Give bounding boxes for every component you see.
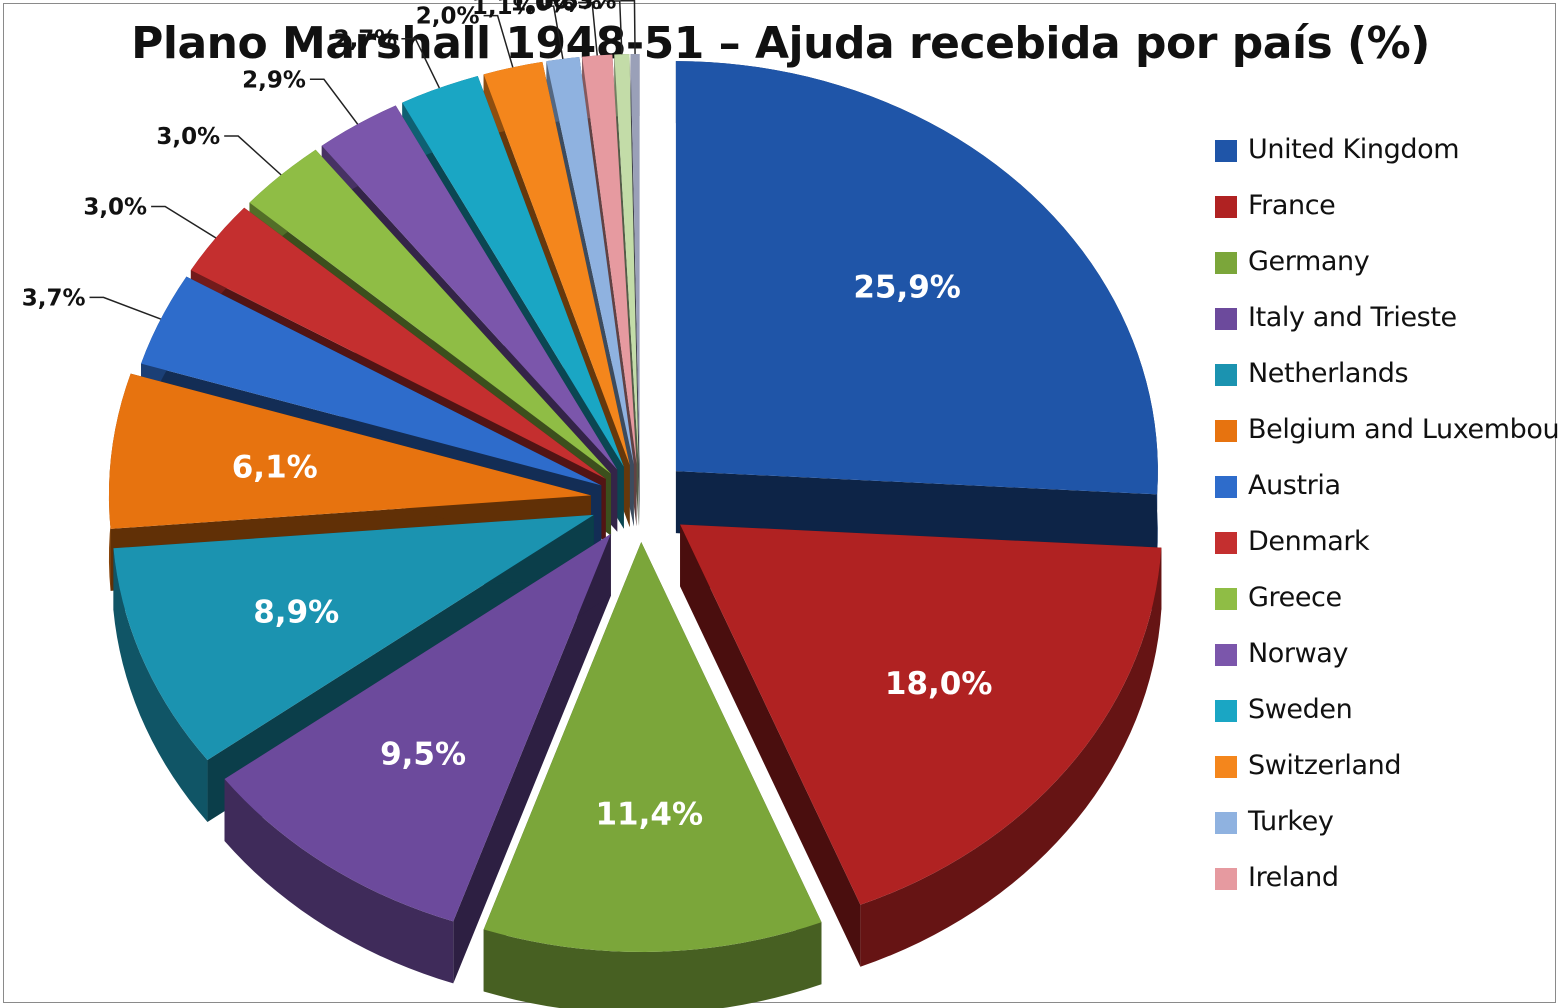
legend-swatch-france bbox=[1215, 196, 1237, 218]
legend-label-austria: Austria bbox=[1248, 470, 1341, 501]
pie-slice-top-germany bbox=[483, 541, 822, 952]
data-label-greece: 3,0% bbox=[156, 124, 220, 150]
data-label-france: 18,0% bbox=[885, 666, 993, 702]
data-label-italy-and-trieste: 9,5% bbox=[380, 736, 466, 772]
pie-slice-top-denmark bbox=[190, 207, 606, 479]
legend-swatch-turkey bbox=[1215, 812, 1237, 834]
pie-slice-italy-and-trieste bbox=[224, 533, 611, 984]
leader-line-ireland bbox=[578, 1, 598, 56]
data-label-ireland: 1,0% bbox=[510, 0, 574, 16]
leader-line-norway bbox=[309, 78, 359, 125]
pie-slice-top-sweden bbox=[402, 76, 624, 467]
pie-slice-top-unlabeled-2 bbox=[630, 54, 640, 465]
pie-slice-side-italy-and-trieste bbox=[224, 779, 454, 984]
data-label-turkey: 1,1% bbox=[472, 0, 536, 20]
data-label-netherlands: 8,9% bbox=[253, 594, 339, 630]
pie-slices bbox=[108, 54, 1162, 1008]
legend-swatch-united-kingdom bbox=[1215, 140, 1237, 162]
data-label-germany: 11,4% bbox=[595, 797, 703, 833]
pie-slice-wall-unlabeled-2-0 bbox=[630, 54, 640, 527]
legend-swatch-netherlands bbox=[1215, 364, 1237, 386]
data-label-austria: 3,7% bbox=[22, 285, 86, 311]
data-labels: 25,9% 18,0% 11,4% 9,5% 8,9% 6,1% 3,7% 3,0% 3,0% 2… bbox=[22, 0, 993, 833]
leader-line-unlabeled-2 bbox=[620, 0, 636, 55]
legend-label-belgium-and-luxembourg: Belgium and Luxembourg bbox=[1248, 414, 1561, 445]
pie-slice-top-belgium-and-luxembourg bbox=[108, 373, 591, 529]
legend-label-germany: Germany bbox=[1248, 246, 1370, 277]
legend-label-united-kingdom: United Kingdom bbox=[1248, 134, 1460, 165]
pie-slice-top-austria bbox=[141, 276, 602, 486]
leader-line-denmark bbox=[151, 205, 217, 239]
data-label-unlabeled-2: 0,3% bbox=[553, 0, 617, 15]
leader-line-sweden bbox=[401, 37, 441, 89]
pie-slice-side-germany bbox=[483, 922, 822, 1008]
legend-swatch-sweden bbox=[1215, 700, 1237, 722]
leader-line-austria bbox=[89, 296, 162, 320]
pie-slice-top-ireland bbox=[582, 54, 637, 465]
pie-slice-top-france bbox=[680, 524, 1162, 905]
leader-line-greece bbox=[224, 135, 282, 176]
legend-label-turkey: Turkey bbox=[1248, 806, 1334, 837]
pie-slice-wall-italy-and-trieste-0 bbox=[453, 533, 611, 984]
legend-swatch-germany bbox=[1215, 252, 1237, 274]
pie-slice-top-switzerland bbox=[483, 61, 630, 466]
pie-slice-side-france bbox=[860, 547, 1162, 967]
pie-slice-side-netherlands bbox=[113, 548, 208, 822]
data-label-sweden: 2,7% bbox=[334, 27, 398, 53]
chart-title: Plano Marshall 1948-51 – Ajuda recebida … bbox=[131, 18, 1430, 69]
pie-slice-france bbox=[680, 524, 1162, 967]
legend-label-italy-and-trieste: Italy and Trieste bbox=[1248, 302, 1457, 333]
legend-swatch-italy-and-trieste bbox=[1215, 308, 1237, 330]
legend-label-switzerland: Switzerland bbox=[1248, 750, 1402, 781]
legend-label-greece: Greece bbox=[1248, 582, 1342, 613]
data-label-switzerland: 2,0% bbox=[416, 4, 480, 30]
pie-slice-top-turkey bbox=[546, 57, 634, 465]
legend-swatch-denmark bbox=[1215, 532, 1237, 554]
pie-slice-unlabeled-2 bbox=[630, 54, 640, 527]
data-label-belgium-and-luxembourg: 6,1% bbox=[232, 450, 318, 486]
pie-slice-germany bbox=[483, 541, 822, 1008]
data-label-norway: 2,9% bbox=[242, 67, 306, 93]
legend-label-norway: Norway bbox=[1248, 638, 1349, 669]
legend-swatch-norway bbox=[1215, 644, 1237, 666]
data-label-unlabeled: 0,5% bbox=[538, 0, 602, 15]
pie-slice-wall-france-1 bbox=[680, 524, 861, 967]
data-label-denmark: 3,0% bbox=[83, 195, 147, 221]
leader-line-unlabeled bbox=[605, 0, 623, 55]
legend-swatch-belgium-and-luxembourg bbox=[1215, 420, 1237, 442]
legend-label-denmark: Denmark bbox=[1248, 526, 1370, 557]
legend-swatch-greece bbox=[1215, 588, 1237, 610]
legend-label-france: France bbox=[1248, 190, 1336, 221]
pie-slice-top-italy-and-trieste bbox=[224, 533, 611, 922]
pie-slice-top-netherlands bbox=[113, 514, 594, 760]
pie-slice-top-united-kingdom bbox=[675, 61, 1158, 495]
pie-slice-united-kingdom bbox=[675, 61, 1158, 557]
leader-line-switzerland bbox=[483, 14, 514, 68]
legend-label-netherlands: Netherlands bbox=[1248, 358, 1409, 389]
pie-slice-top-unlabeled bbox=[614, 54, 639, 465]
pie-slice-top-norway bbox=[321, 105, 618, 470]
pie-slice-top-greece bbox=[249, 149, 612, 474]
data-label-united-kingdom: 25,9% bbox=[853, 269, 961, 305]
legend-label-sweden: Sweden bbox=[1248, 694, 1353, 725]
legend-swatch-ireland bbox=[1215, 868, 1237, 890]
legend-label-ireland: Ireland bbox=[1248, 862, 1339, 893]
legend-swatch-austria bbox=[1215, 476, 1237, 498]
leader-line-turkey bbox=[539, 5, 564, 59]
legend-swatch-switzerland bbox=[1215, 756, 1237, 778]
